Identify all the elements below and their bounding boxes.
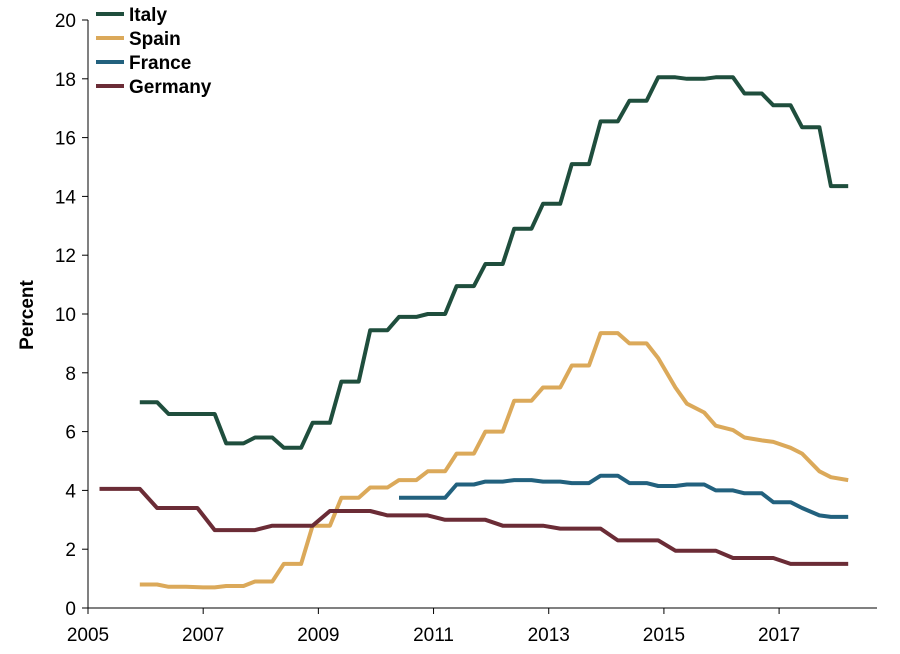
legend-label-italy: Italy (129, 5, 167, 26)
y-tick-label: 0 (65, 599, 76, 620)
legend-label-spain: Spain (129, 29, 181, 50)
x-tick-label: 2005 (67, 625, 109, 646)
series-line-germany (99, 486, 849, 566)
y-tick-label: 14 (55, 187, 77, 208)
x-tick-label: 2011 (413, 625, 454, 646)
x-tick-label: 2015 (643, 625, 685, 646)
y-tick-label: 16 (55, 129, 76, 150)
y-tick-label: 10 (55, 305, 76, 326)
series-lines (99, 75, 849, 590)
y-tick-label: 8 (65, 364, 76, 385)
y-tick-label: 18 (55, 70, 76, 91)
legend: Italy Spain France Germany (96, 5, 212, 98)
y-tick-label: 20 (55, 11, 76, 32)
y-tick-label: 2 (65, 540, 76, 561)
x-tick-label: 2009 (297, 625, 339, 646)
y-axis-title: Percent (17, 279, 38, 349)
tick-labels: 0 2 4 6 8 10 12 14 16 18 20 2005 2007 2009 2011 2013 201… (55, 11, 800, 646)
y-tick-label: 4 (65, 481, 76, 502)
series-line-spain (139, 331, 849, 590)
series-line-italy (139, 75, 849, 450)
x-tick-label: 2007 (182, 625, 224, 646)
legend-label-france: France (129, 53, 191, 74)
x-tick-label: 2017 (758, 625, 800, 646)
series-line-france (399, 473, 849, 519)
legend-label-germany: Germany (129, 77, 212, 98)
x-tick-label: 2013 (528, 625, 570, 646)
axes (82, 19, 877, 614)
y-tick-label: 6 (65, 423, 76, 444)
y-tick-label: 12 (55, 246, 76, 267)
